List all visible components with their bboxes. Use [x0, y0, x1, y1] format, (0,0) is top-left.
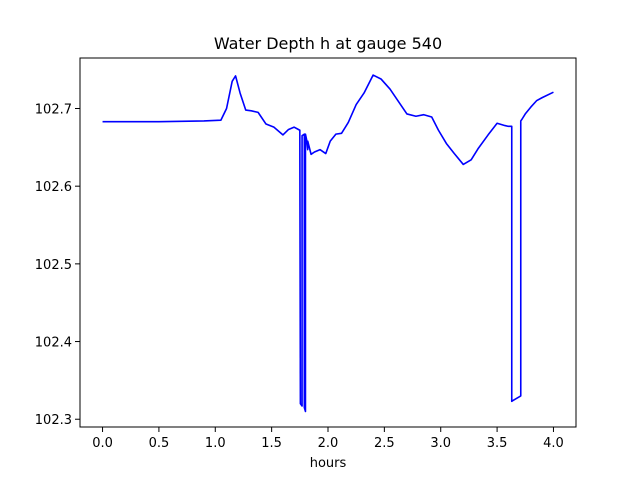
y-axis: 102.3 102.4 102.5 102.6 102.7 — [35, 102, 80, 428]
x-tick-label: 2.5 — [374, 436, 395, 451]
y-tick-label: 102.3 — [35, 413, 72, 428]
x-tick-label: 3.0 — [430, 436, 451, 451]
x-axis-title: hours — [310, 456, 347, 471]
x-tick-label: 0.0 — [92, 436, 113, 451]
y-tick-label: 102.5 — [35, 258, 72, 273]
x-tick-label: 3.5 — [487, 436, 508, 451]
plot-area — [102, 74, 554, 413]
axes-frame — [79, 57, 577, 428]
x-tick-label: 1.0 — [205, 436, 226, 451]
series-line — [102, 74, 554, 413]
x-axis: 0.0 0.5 1.0 1.5 2.0 2.5 3.0 3.5 4.0 — [92, 427, 564, 451]
chart-title: Water Depth h at gauge 540 — [214, 34, 442, 53]
y-tick-label: 102.7 — [35, 102, 72, 117]
y-tick-label: 102.4 — [35, 336, 72, 351]
x-tick-label: 4.0 — [543, 436, 564, 451]
y-tick-label: 102.6 — [35, 180, 72, 195]
x-tick-label: 1.5 — [261, 436, 282, 451]
x-tick-label: 2.0 — [318, 436, 339, 451]
x-tick-label: 0.5 — [149, 436, 170, 451]
